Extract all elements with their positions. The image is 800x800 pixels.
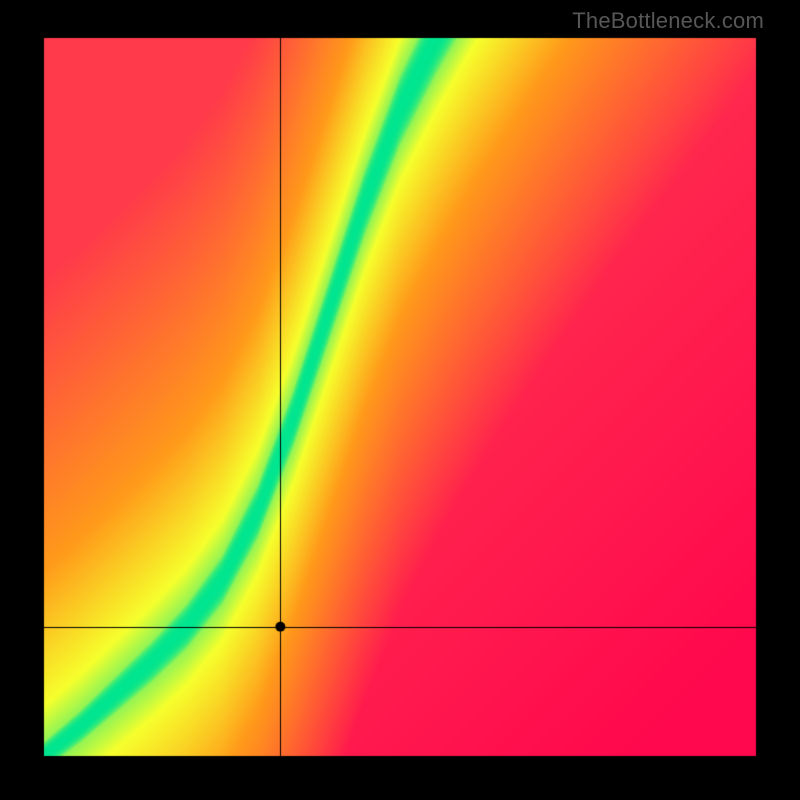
chart-stage: { "source_watermark": { "text": "TheBott… — [0, 0, 800, 800]
bottleneck-heatmap — [0, 0, 800, 800]
source-watermark: TheBottleneck.com — [572, 8, 764, 34]
